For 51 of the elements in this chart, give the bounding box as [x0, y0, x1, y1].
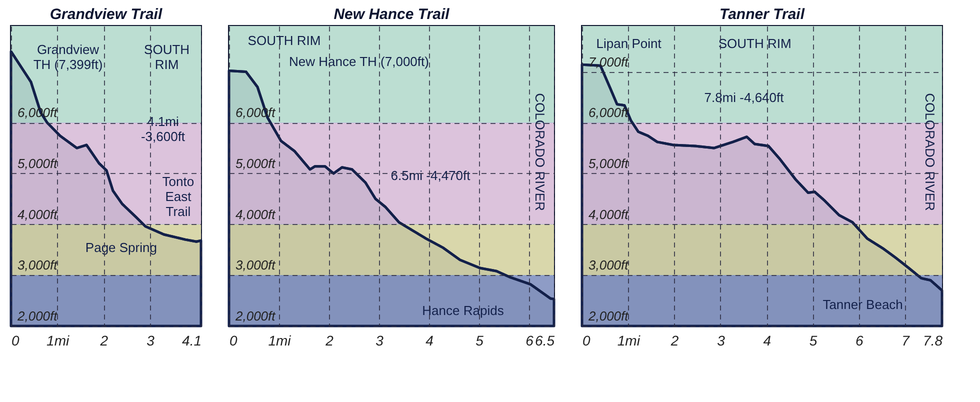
annotation: New Hance TH (7,000ft): [289, 54, 429, 69]
y-tick-label: 5,000ft: [236, 156, 277, 171]
x-tick-label: 6: [856, 332, 864, 348]
x-tick-label: 1mi: [268, 332, 292, 348]
x-tick-label: 4: [426, 332, 434, 348]
y-tick-label: 4,000ft: [588, 206, 630, 222]
y-tick-label: 4,000ft: [18, 206, 59, 222]
annotation: COLORADO RIVER: [532, 93, 548, 211]
y-tick-label: 5,000ft: [18, 156, 59, 171]
x-tick-label: 3: [146, 332, 155, 348]
x-tick-label: 0: [582, 332, 590, 348]
annotation: Grandview TH (7,399ft): [33, 42, 103, 72]
x-tick-label: 6.5: [535, 332, 555, 348]
chart-title: Grandview Trail: [50, 6, 163, 23]
y-tick-label: 3,000ft: [18, 258, 59, 273]
y-tick-label: 2,000ft: [588, 308, 630, 324]
annotation: Hance Rapids: [422, 303, 504, 318]
x-tick-label: 1mi: [617, 332, 641, 348]
x-tick-label: 2: [99, 332, 108, 348]
x-tick-label: 3: [717, 332, 726, 348]
y-tick-label: 7,000ft: [588, 54, 630, 70]
y-tick-label: 2,000ft: [16, 308, 59, 324]
x-tick-label: 7.8: [923, 332, 943, 348]
x-tick-label: 2: [670, 332, 679, 348]
chart-title: New Hance Trail: [334, 6, 450, 23]
y-tick-label: 3,000ft: [236, 258, 277, 273]
x-tick-label: 6: [526, 332, 534, 348]
y-tick-label: 2,000ft: [234, 308, 277, 324]
annotation: Page Spring: [85, 240, 157, 255]
annotation: Lipan Point: [596, 36, 662, 51]
y-tick-label: 3,000ft: [588, 258, 630, 273]
x-tick-label: 5: [476, 332, 484, 348]
annotation: SOUTH RIM: [248, 33, 321, 48]
annotation: 7.8mi -4,640ft: [704, 90, 784, 105]
y-tick-label: 5,000ft: [588, 156, 630, 171]
y-tick-label: 4,000ft: [236, 206, 277, 222]
chart-title: Tanner Trail: [719, 6, 806, 23]
x-tick-label: 4: [763, 332, 772, 348]
x-tick-label: 7: [902, 332, 911, 348]
x-tick-label: 3: [376, 332, 384, 348]
annotation: SOUTH RIM: [718, 36, 792, 51]
annotation: Tonto East Trail: [162, 174, 194, 219]
x-tick-label: 1mi: [46, 332, 70, 348]
x-tick-label: 4.1: [182, 332, 202, 348]
annotation: Tanner Beach: [822, 297, 903, 312]
x-tick-label: 0: [12, 332, 20, 348]
x-tick-label: 0: [230, 332, 238, 348]
annotation: COLORADO RIVER: [922, 93, 938, 211]
x-tick-label: 5: [809, 332, 818, 348]
x-tick-label: 2: [324, 332, 334, 348]
annotation: SOUTH RIM: [144, 42, 190, 72]
